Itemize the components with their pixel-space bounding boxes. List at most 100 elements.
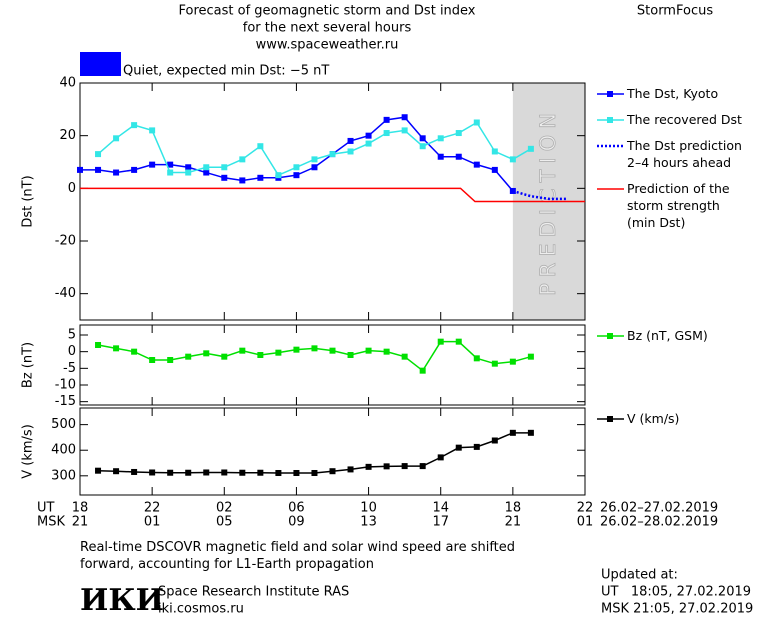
data-point	[239, 469, 246, 476]
y-tick-label: 20	[59, 128, 76, 143]
data-point	[167, 169, 174, 176]
data-point	[419, 463, 426, 470]
status-swatch	[80, 52, 121, 76]
data-point	[437, 338, 444, 345]
data-point	[401, 127, 408, 134]
data-point	[203, 469, 210, 476]
data-point	[365, 463, 372, 470]
legend-label: The Dst, Kyoto	[627, 86, 719, 101]
y-tick-label: -15	[55, 394, 76, 409]
legend-marker	[607, 333, 613, 339]
ut-label: UT	[37, 501, 55, 516]
data-point	[365, 132, 372, 139]
legend-label: Bz (nT, GSM)	[627, 328, 708, 343]
x-tick-label-msk: 21	[505, 515, 522, 530]
data-point	[221, 164, 228, 171]
data-point	[131, 348, 138, 355]
data-point	[185, 469, 192, 476]
data-point	[437, 454, 444, 461]
y-tick-label: 400	[51, 443, 76, 458]
data-point	[437, 153, 444, 160]
legend-label: The Dst prediction 2–4 hours ahead	[627, 138, 742, 170]
x-tick-label-msk: 21	[72, 515, 89, 530]
data-point	[257, 143, 264, 150]
y-tick-label: -40	[55, 286, 76, 301]
legend-label: Prediction of the storm strength (min Ds…	[627, 181, 730, 230]
data-point	[185, 164, 192, 171]
footer-note: Real-time DSCOVR magnetic field and sola…	[80, 540, 516, 572]
x-tick-label: 22	[144, 501, 161, 516]
x-tick-label-msk: 05	[216, 515, 233, 530]
data-point	[473, 443, 480, 450]
data-point	[401, 114, 408, 121]
data-point	[203, 169, 210, 176]
msk-range: 26.02–28.02.2019	[600, 515, 718, 530]
data-point	[311, 156, 318, 163]
y-tick-label: 5	[68, 328, 76, 343]
data-point	[275, 172, 282, 179]
x-tick-label: 14	[432, 501, 449, 516]
data-point	[131, 166, 138, 173]
data-point	[311, 469, 318, 476]
data-point	[365, 347, 372, 354]
data-point	[455, 130, 462, 137]
data-point	[509, 429, 516, 436]
data-point	[113, 468, 120, 475]
data-point	[401, 463, 408, 470]
data-point	[239, 177, 246, 184]
updated-label: Updated at:	[601, 568, 678, 583]
x-tick-label: 10	[360, 501, 377, 516]
data-point	[149, 161, 156, 168]
series-line	[512, 189, 567, 201]
msk-label: MSK	[37, 515, 65, 530]
data-point	[149, 469, 156, 476]
data-point	[329, 347, 336, 354]
data-point	[311, 345, 318, 352]
ut-range: 26.02–27.02.2019	[600, 501, 718, 516]
series-line	[80, 187, 585, 203]
data-point	[221, 174, 228, 181]
y-tick-label: -20	[55, 234, 76, 249]
data-point	[491, 166, 498, 173]
data-point	[311, 164, 318, 171]
data-point	[293, 164, 300, 171]
data-point	[347, 137, 354, 144]
data-point	[491, 360, 498, 367]
data-point	[149, 357, 156, 363]
x-tick-label: 18	[505, 501, 522, 516]
plot-frame	[79, 324, 586, 406]
data-point	[383, 348, 390, 355]
data-point	[203, 164, 210, 171]
legend-marker	[607, 117, 613, 123]
data-point	[365, 140, 372, 147]
data-point	[473, 119, 480, 126]
data-point	[257, 174, 264, 181]
y-axis-label: V (km/s)	[21, 424, 36, 479]
data-point	[293, 346, 300, 353]
data-point	[149, 127, 156, 134]
data-point	[113, 135, 120, 142]
data-point	[257, 469, 264, 476]
legend-label: The recovered Dst	[627, 112, 742, 127]
data-point	[455, 444, 462, 451]
data-point	[293, 172, 300, 179]
data-point	[509, 358, 516, 365]
data-point	[113, 169, 120, 176]
data-point	[293, 469, 300, 476]
brand: StormFocus	[637, 4, 713, 19]
title: Forecast of geomagnetic storm and Dst in…	[178, 4, 475, 19]
data-point	[221, 469, 228, 476]
y-tick-label: 500	[51, 417, 76, 432]
x-tick-label: 02	[216, 501, 233, 516]
data-point	[167, 357, 174, 363]
y-tick-label: -5	[63, 361, 76, 376]
data-point	[383, 463, 390, 470]
data-point	[95, 467, 102, 474]
data-point	[437, 135, 444, 142]
data-point	[275, 349, 282, 356]
institute: Space Research Institute RAS	[158, 585, 349, 600]
data-point	[185, 169, 192, 176]
data-point	[95, 342, 102, 348]
